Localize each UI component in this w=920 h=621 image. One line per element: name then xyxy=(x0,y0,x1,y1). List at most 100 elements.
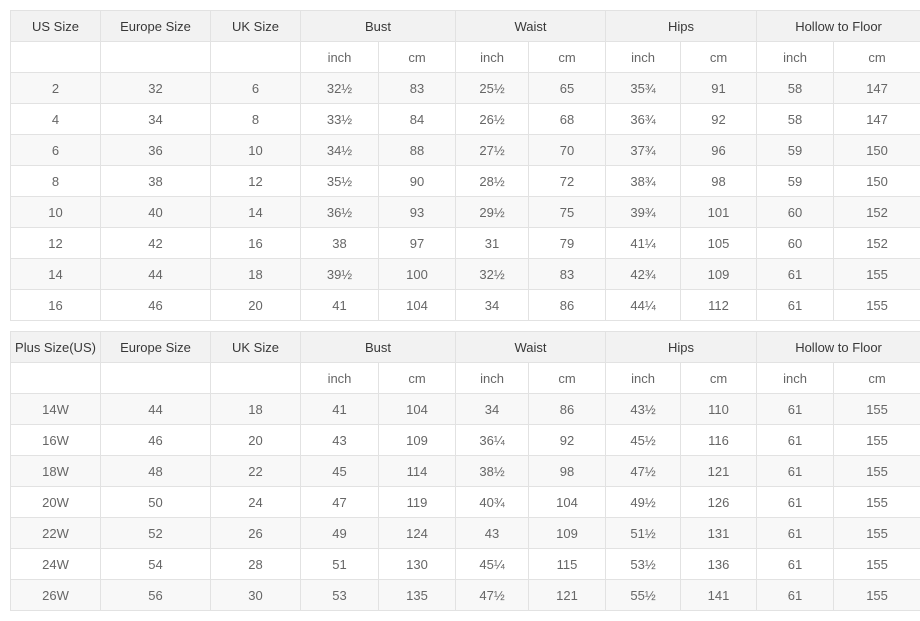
value-cell: 47½ xyxy=(605,455,682,487)
value-cell: 79 xyxy=(528,227,607,259)
unit-row: inch cm inch cm inch cm inch cm xyxy=(10,362,920,394)
value-cell: 126 xyxy=(680,486,758,518)
size-cell: 24W xyxy=(10,548,101,580)
value-cell: 56 xyxy=(100,579,211,611)
table-row: 26W 56 30 53 135 47½ 121 55½ 141 61 155 xyxy=(10,579,920,611)
value-cell: 27½ xyxy=(455,134,530,166)
header-row: Plus Size(US) Europe Size UK Size Bust W… xyxy=(10,331,920,363)
size-cell: 14W xyxy=(10,393,101,425)
value-cell: 49½ xyxy=(605,486,682,518)
value-cell: 105 xyxy=(680,227,758,259)
table-row: 8 38 12 35½ 90 28½ 72 38¾ 98 59 150 xyxy=(10,165,920,197)
value-cell: 101 xyxy=(680,196,758,228)
empty-cell xyxy=(10,41,101,73)
unit-header-cm: cm xyxy=(377,362,457,394)
value-cell: 83 xyxy=(528,258,607,290)
value-cell: 121 xyxy=(528,579,607,611)
empty-cell xyxy=(100,41,211,73)
value-cell: 83 xyxy=(377,72,457,104)
value-cell: 61 xyxy=(756,579,835,611)
value-cell: 38¾ xyxy=(605,165,682,197)
unit-header-inch: inch xyxy=(756,362,835,394)
value-cell: 32 xyxy=(100,72,211,104)
value-cell: 119 xyxy=(377,486,457,518)
value-cell: 36¾ xyxy=(605,103,682,135)
table-row: 4 34 8 33½ 84 26½ 68 36¾ 92 58 147 xyxy=(10,103,920,135)
value-cell: 96 xyxy=(680,134,758,166)
value-cell: 32½ xyxy=(300,72,379,104)
value-cell: 20 xyxy=(210,289,301,321)
size-cell: 20W xyxy=(10,486,101,518)
value-cell: 12 xyxy=(210,165,301,197)
size-cell: 18W xyxy=(10,455,101,487)
value-cell: 43 xyxy=(300,424,379,456)
unit-header-cm: cm xyxy=(528,41,607,73)
value-cell: 92 xyxy=(528,424,607,456)
value-cell: 68 xyxy=(528,103,607,135)
value-cell: 61 xyxy=(756,424,835,456)
size-cell: 6 xyxy=(10,134,101,166)
value-cell: 155 xyxy=(833,486,920,518)
value-cell: 112 xyxy=(680,289,758,321)
value-cell: 40¾ xyxy=(455,486,530,518)
value-cell: 39½ xyxy=(300,258,379,290)
unit-header-inch: inch xyxy=(605,41,682,73)
value-cell: 92 xyxy=(680,103,758,135)
value-cell: 61 xyxy=(756,517,835,549)
value-cell: 25½ xyxy=(455,72,530,104)
size-cell: 16W xyxy=(10,424,101,456)
value-cell: 98 xyxy=(680,165,758,197)
value-cell: 26 xyxy=(210,517,301,549)
table-row: 24W 54 28 51 130 45¼ 115 53½ 136 61 155 xyxy=(10,548,920,580)
value-cell: 10 xyxy=(210,134,301,166)
empty-cell xyxy=(100,362,211,394)
value-cell: 61 xyxy=(756,289,835,321)
size-cell: 8 xyxy=(10,165,101,197)
table-row: 2 32 6 32½ 83 25½ 65 35¾ 91 58 147 xyxy=(10,72,920,104)
col-header-europe-size: Europe Size xyxy=(100,10,211,42)
value-cell: 48 xyxy=(100,455,211,487)
value-cell: 147 xyxy=(833,72,920,104)
value-cell: 155 xyxy=(833,393,920,425)
value-cell: 36 xyxy=(100,134,211,166)
value-cell: 93 xyxy=(377,196,457,228)
value-cell: 150 xyxy=(833,134,920,166)
value-cell: 51 xyxy=(300,548,379,580)
value-cell: 109 xyxy=(377,424,457,456)
value-cell: 34 xyxy=(455,289,530,321)
value-cell: 28 xyxy=(210,548,301,580)
header-row: US Size Europe Size UK Size Bust Waist H… xyxy=(10,10,920,42)
value-cell: 72 xyxy=(528,165,607,197)
value-cell: 55½ xyxy=(605,579,682,611)
value-cell: 46 xyxy=(100,289,211,321)
size-cell: 14 xyxy=(10,258,101,290)
col-header-uk-size: UK Size xyxy=(210,331,301,363)
value-cell: 75 xyxy=(528,196,607,228)
value-cell: 114 xyxy=(377,455,457,487)
value-cell: 58 xyxy=(756,103,835,135)
unit-header-cm: cm xyxy=(377,41,457,73)
value-cell: 130 xyxy=(377,548,457,580)
value-cell: 121 xyxy=(680,455,758,487)
value-cell: 44 xyxy=(100,393,211,425)
value-cell: 109 xyxy=(680,258,758,290)
value-cell: 141 xyxy=(680,579,758,611)
value-cell: 36½ xyxy=(300,196,379,228)
value-cell: 28½ xyxy=(455,165,530,197)
size-cell: 12 xyxy=(10,227,101,259)
value-cell: 14 xyxy=(210,196,301,228)
value-cell: 29½ xyxy=(455,196,530,228)
value-cell: 124 xyxy=(377,517,457,549)
col-header-bust: Bust xyxy=(299,331,457,363)
table-row: 14 44 18 39½ 100 32½ 83 42¾ 109 61 155 xyxy=(10,258,920,290)
unit-header-inch: inch xyxy=(300,41,379,73)
value-cell: 155 xyxy=(833,424,920,456)
value-cell: 34½ xyxy=(300,134,379,166)
value-cell: 18 xyxy=(210,393,301,425)
value-cell: 18 xyxy=(210,258,301,290)
col-header-hips: Hips xyxy=(605,10,758,42)
value-cell: 26½ xyxy=(455,103,530,135)
value-cell: 6 xyxy=(210,72,301,104)
value-cell: 44¼ xyxy=(605,289,682,321)
col-header-us-size: US Size xyxy=(10,10,101,42)
